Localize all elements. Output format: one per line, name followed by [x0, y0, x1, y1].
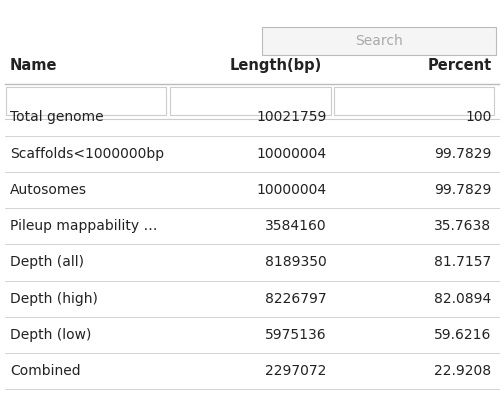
- FancyBboxPatch shape: [334, 87, 494, 115]
- Text: 10000004: 10000004: [257, 147, 327, 161]
- Text: 8189350: 8189350: [265, 255, 327, 269]
- Text: Name: Name: [10, 59, 57, 73]
- Text: 100: 100: [465, 110, 491, 124]
- Text: 3584160: 3584160: [265, 219, 327, 233]
- Text: 99.7829: 99.7829: [434, 147, 491, 161]
- Text: 82.0894: 82.0894: [434, 292, 491, 306]
- Text: Depth (all): Depth (all): [10, 255, 84, 269]
- Text: Percent: Percent: [427, 59, 491, 73]
- Text: 5975136: 5975136: [265, 328, 327, 342]
- Text: 22.9208: 22.9208: [434, 364, 491, 378]
- Text: Depth (high): Depth (high): [10, 292, 98, 306]
- Text: 10000004: 10000004: [257, 183, 327, 197]
- Text: Length(bp): Length(bp): [229, 59, 322, 73]
- Text: Scaffolds<1000000bp: Scaffolds<1000000bp: [10, 147, 164, 161]
- Text: 35.7638: 35.7638: [434, 219, 491, 233]
- Text: 8226797: 8226797: [265, 292, 327, 306]
- Text: 81.7157: 81.7157: [434, 255, 491, 269]
- FancyBboxPatch shape: [170, 87, 331, 115]
- Text: 10021759: 10021759: [256, 110, 327, 124]
- FancyBboxPatch shape: [262, 27, 496, 55]
- Text: Autosomes: Autosomes: [10, 183, 87, 197]
- Text: Depth (low): Depth (low): [10, 328, 91, 342]
- Text: Total genome: Total genome: [10, 110, 104, 124]
- Text: 2297072: 2297072: [265, 364, 327, 378]
- Text: Combined: Combined: [10, 364, 81, 378]
- FancyBboxPatch shape: [6, 87, 166, 115]
- Text: Pileup mappability …: Pileup mappability …: [10, 219, 158, 233]
- Text: 99.7829: 99.7829: [434, 183, 491, 197]
- Text: Search: Search: [355, 34, 403, 48]
- Text: 59.6216: 59.6216: [434, 328, 491, 342]
